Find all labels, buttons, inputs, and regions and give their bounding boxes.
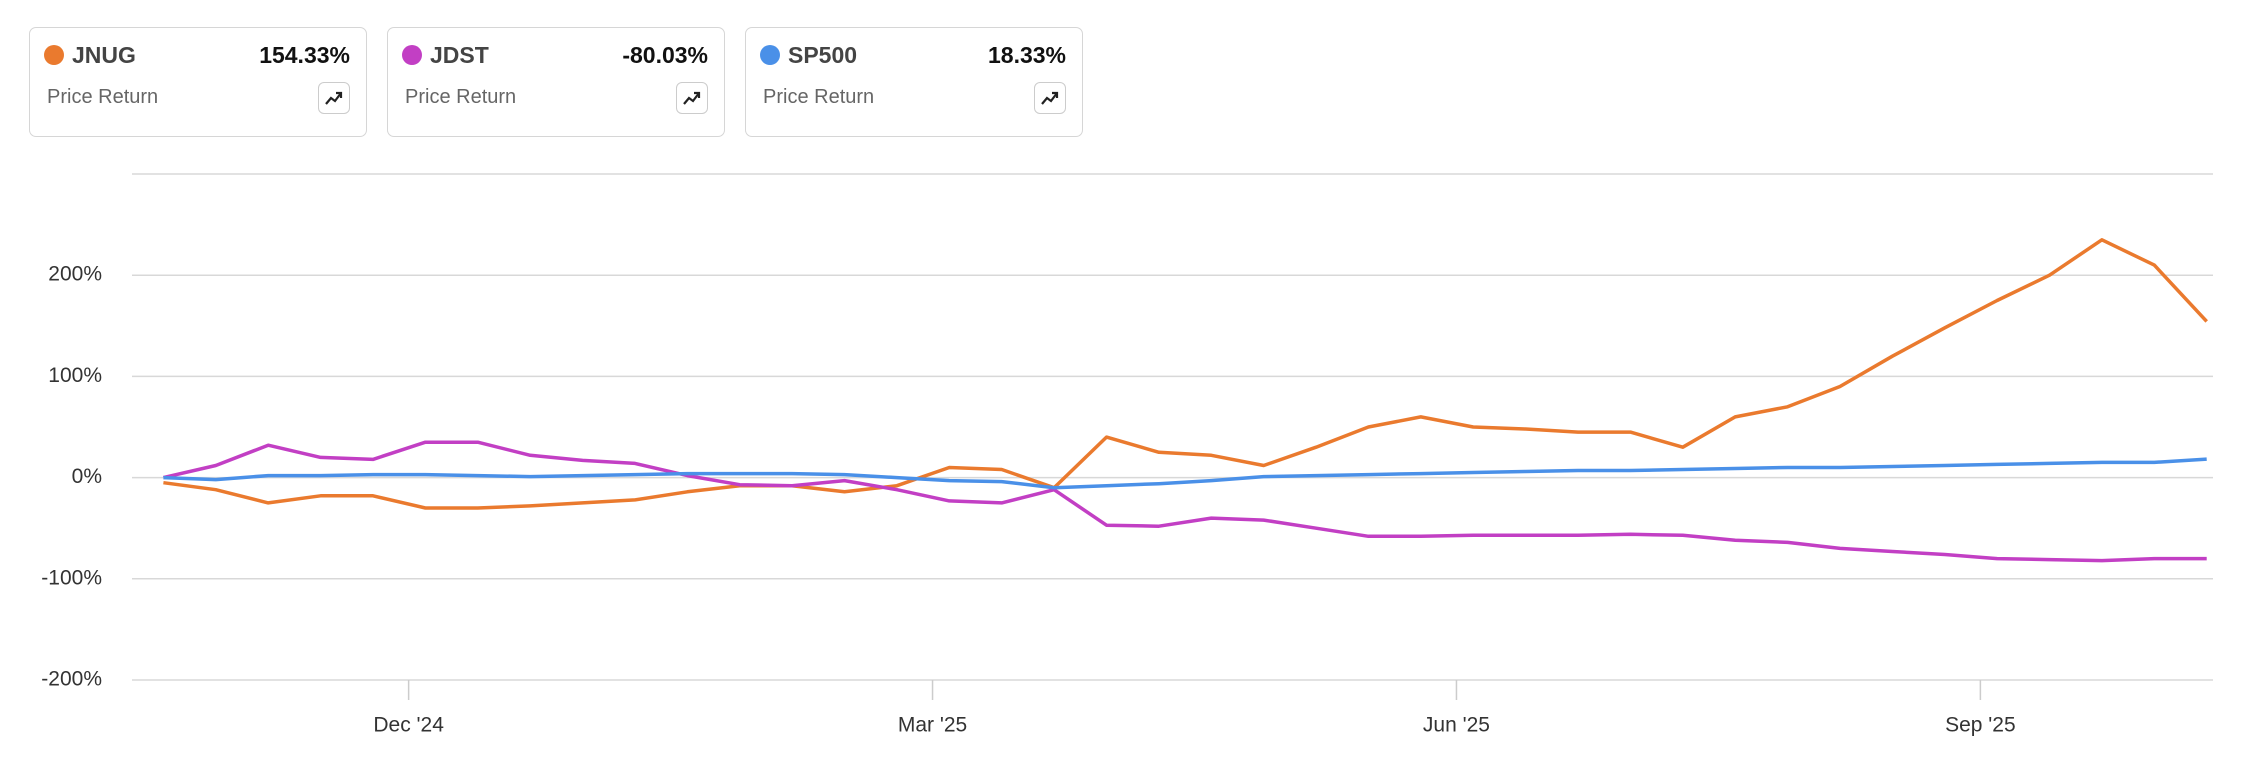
x-tick-label: Jun '25 xyxy=(1423,714,1490,737)
series-name: JDST xyxy=(430,42,489,68)
return-type: Price Return xyxy=(405,86,517,108)
y-tick-label: -100% xyxy=(41,566,102,589)
series-line xyxy=(163,440,2207,563)
trend-icon xyxy=(1041,91,1059,105)
y-tick-label: 0% xyxy=(72,465,102,488)
chart-icon-button[interactable] xyxy=(318,82,350,114)
return-value: 154.33% xyxy=(259,42,350,68)
series-line xyxy=(163,457,2207,490)
trend-icon xyxy=(325,91,343,105)
legend-dot xyxy=(402,45,422,65)
chart-icon-button[interactable] xyxy=(676,82,708,114)
trend-icon xyxy=(683,91,701,105)
series-name: JNUG xyxy=(72,42,136,68)
series-name: SP500 xyxy=(788,42,858,68)
legend-dot xyxy=(760,45,780,65)
y-tick-label: 100% xyxy=(48,364,102,387)
chart-icon-button[interactable] xyxy=(1034,82,1066,114)
legend-dot xyxy=(44,45,64,65)
y-tick-label: -200% xyxy=(41,668,102,691)
series-line xyxy=(163,238,2208,510)
series-card[interactable]: SP500 18.33% Price Return xyxy=(745,27,1083,137)
return-type: Price Return xyxy=(47,86,159,108)
series-card[interactable]: JNUG 154.33% Price Return xyxy=(29,27,367,137)
x-tick-label: Mar '25 xyxy=(898,714,967,737)
return-value: -80.03% xyxy=(622,42,708,68)
x-tick-label: Dec '24 xyxy=(373,714,444,737)
x-tick-label: Sep '25 xyxy=(1945,714,2016,737)
return-type: Price Return xyxy=(763,86,875,108)
return-value: 18.33% xyxy=(987,42,1066,68)
y-tick-label: 200% xyxy=(48,263,102,286)
series-card[interactable]: JDST -80.03% Price Return xyxy=(387,27,725,137)
